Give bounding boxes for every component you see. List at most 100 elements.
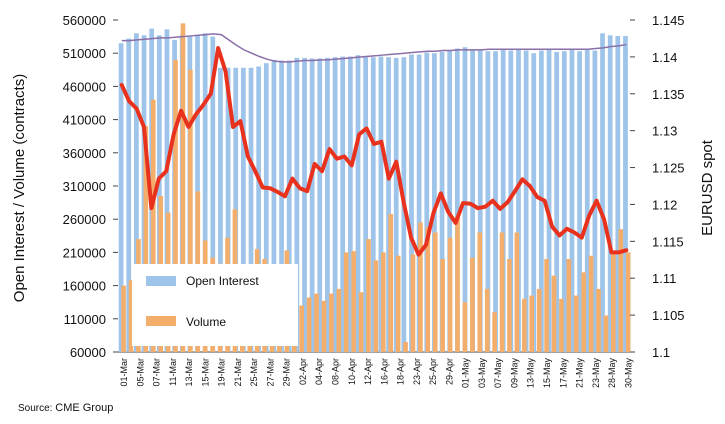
volume-bar-47 <box>470 257 475 352</box>
eurusd-spot-line <box>119 46 629 257</box>
open-interest-bar-45 <box>462 47 468 352</box>
x-tick-label-7: 21-Mar <box>233 358 243 387</box>
open-interest-bar-11 <box>202 33 208 352</box>
volume-bar-36 <box>388 213 394 352</box>
volume-bar-51 <box>499 232 505 352</box>
open-interest-bar-38 <box>409 54 414 352</box>
x-tick-label-12: 04-Apr <box>314 358 324 385</box>
right-tick-label-9: 1.145 <box>652 13 685 28</box>
x-tick-label-31: 30-May <box>623 358 633 389</box>
open-interest-bar-32 <box>363 55 368 353</box>
open-interest-bar-48 <box>485 51 491 353</box>
volume-bar-56 <box>536 288 542 352</box>
open-interest-bar-50 <box>500 49 506 352</box>
volume-bar-64 <box>596 288 601 352</box>
open-interest-average-line <box>121 33 627 63</box>
legend-swatch-open-interest <box>146 276 176 286</box>
x-tick-label-6: 19-Mar <box>217 358 227 387</box>
volume-bar-52 <box>507 259 512 352</box>
volume-bar-9 <box>188 69 193 353</box>
x-tick-label-25: 13-May <box>526 358 536 389</box>
volume-bar-7 <box>173 59 178 353</box>
volume-bar-55 <box>529 295 535 352</box>
legend-swatch-volume <box>146 316 176 326</box>
volume-bar-30 <box>343 252 349 352</box>
volume-bar-44 <box>447 237 453 352</box>
open-interest-bar-61 <box>584 49 590 352</box>
x-tick-label-17: 18-Apr <box>396 358 406 385</box>
left-tick-label-4: 260000 <box>63 212 106 227</box>
open-interest-bar-63 <box>600 33 605 352</box>
volume-bar-0 <box>121 285 126 352</box>
open-interest-bar-39 <box>416 54 422 352</box>
left-axis-ticks: 60000 110000 160000 210000 260000 310000 36000… <box>63 13 118 360</box>
volume-bar-33 <box>366 239 371 352</box>
volume-bar-25 <box>306 297 312 352</box>
volume-bar-43 <box>440 259 445 352</box>
left-tick-label-2: 160000 <box>63 279 106 294</box>
open-interest-bar-18 <box>256 66 262 352</box>
open-interest-bar-29 <box>340 56 346 353</box>
open-interest-bar-40 <box>424 52 430 352</box>
right-tick-label-6: 1.13 <box>652 124 677 139</box>
left-tick-label-6: 360000 <box>63 146 106 161</box>
legend-label-open-interest: Open Interest <box>186 274 259 288</box>
open-interest-bar-65 <box>615 35 621 352</box>
left-tick-label-1: 110000 <box>64 312 106 327</box>
right-tick-label-0: 1.1 <box>652 345 670 360</box>
left-tick-label-8: 460000 <box>63 79 106 94</box>
x-tick-label-29: 23-May <box>591 358 601 389</box>
volume-bar-1 <box>128 280 134 352</box>
volume-bar-50 <box>492 312 497 352</box>
open-interest-bar-28 <box>332 57 338 353</box>
volume-bar-68 <box>625 252 631 352</box>
right-tick-label-3: 1.115 <box>652 234 684 249</box>
open-interest-bar-64 <box>607 35 613 353</box>
volume-bar-34 <box>373 260 379 352</box>
open-interest-bar-0 <box>118 43 124 353</box>
open-interest-bar-58 <box>561 51 567 353</box>
volume-bar-61 <box>573 295 579 352</box>
x-tick-label-11: 02-Apr <box>298 358 308 385</box>
volume-bar-4 <box>150 99 156 353</box>
volume-bar-29 <box>336 288 342 352</box>
volume-bar-35 <box>381 252 386 352</box>
open-interest-bar-46 <box>470 50 475 352</box>
open-interest-bar-33 <box>370 57 376 353</box>
open-interest-bar-44 <box>454 48 460 353</box>
volume-bar-31 <box>351 251 356 352</box>
left-tick-label-3: 210000 <box>63 245 106 260</box>
open-interest-bar-19 <box>263 63 269 352</box>
open-interest-bar-41 <box>432 53 437 352</box>
volume-bar-65 <box>603 315 609 352</box>
volume-bar-40 <box>418 222 423 352</box>
open-interest-bar-42 <box>439 51 445 353</box>
open-interest-bar-26 <box>317 58 323 352</box>
x-tick-label-16: 16-Apr <box>379 358 389 385</box>
x-tick-label-22: 03-May <box>477 358 487 389</box>
x-tick-label-3: 11-Mar <box>168 358 178 386</box>
x-tick-label-18: 23-Apr <box>412 358 422 385</box>
open-interest-bar-2 <box>134 33 139 352</box>
left-tick-label-7: 410000 <box>63 113 106 128</box>
legend-label-volume: Volume <box>186 315 226 329</box>
open-interest-bar-43 <box>447 50 453 352</box>
left-tick-label-10: 560000 <box>63 13 106 28</box>
x-tick-label-10: 29-Mar <box>282 358 292 387</box>
volume-bar-53 <box>514 232 520 352</box>
volume-bar-49 <box>484 288 490 352</box>
left-tick-label-5: 310000 <box>63 179 106 194</box>
right-tick-label-8: 1.14 <box>652 50 677 65</box>
x-tick-label-14: 10-Apr <box>347 358 357 385</box>
open-interest-bar-60 <box>577 51 582 353</box>
x-tick-label-1: 05-Mar <box>135 358 145 387</box>
x-tick-label-21: 01-May <box>461 358 471 389</box>
open-interest-bar-31 <box>355 55 361 352</box>
x-tick-label-4: 13-Mar <box>184 358 194 387</box>
open-interest-bar-23 <box>294 57 300 352</box>
open-interest-bar-24 <box>302 57 307 352</box>
open-interest-bar-54 <box>531 53 537 352</box>
right-tick-label-2: 1.11 <box>652 271 676 286</box>
volume-bar-28 <box>329 293 334 352</box>
volume-bar-37 <box>395 255 401 352</box>
